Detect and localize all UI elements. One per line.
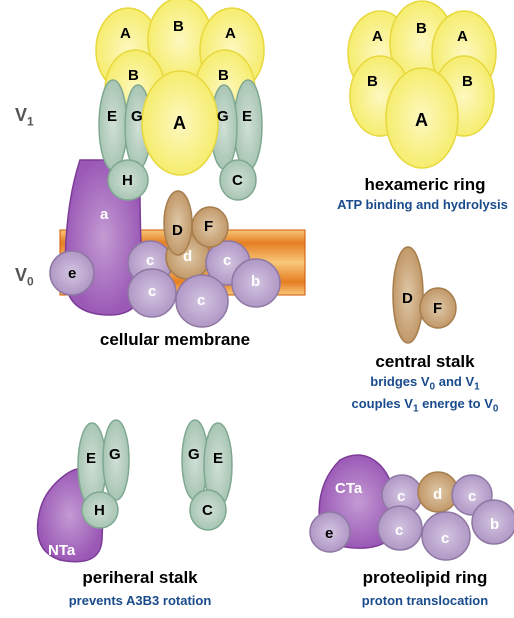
- hexring-title: hexameric ring: [340, 175, 510, 195]
- m-G-l: G: [131, 108, 143, 125]
- m-G-r: G: [217, 108, 229, 125]
- pr-b: b: [490, 516, 499, 533]
- pr-d: d: [433, 486, 442, 503]
- m-b: b: [251, 273, 260, 290]
- h-A-tl: A: [372, 28, 383, 45]
- m-D: D: [172, 222, 183, 239]
- m-F: F: [204, 218, 213, 235]
- h-B-mr: B: [462, 73, 473, 90]
- central-stalk: [360, 240, 480, 360]
- central-title: central stalk: [350, 352, 500, 372]
- m-A-tr: A: [225, 25, 236, 42]
- m-E-l: E: [107, 108, 117, 125]
- v0-label: V0: [15, 265, 34, 289]
- cs-D: D: [402, 290, 413, 307]
- m-c2: c: [223, 252, 231, 269]
- main-complex: [10, 5, 310, 355]
- peripheral-title: periheral stalk: [60, 568, 220, 588]
- m-C: C: [232, 172, 243, 189]
- proteolipid-ring: [300, 440, 510, 580]
- proteolipid-caption: proton translocation: [340, 593, 510, 608]
- m-d: d: [183, 248, 192, 265]
- cs-F: F: [433, 300, 442, 317]
- p-G-l: G: [109, 446, 121, 463]
- m-B-mr: B: [218, 67, 229, 84]
- m-e: e: [68, 265, 76, 282]
- m-c4: c: [197, 292, 205, 309]
- m-a: a: [100, 206, 108, 223]
- main-title: cellular membrane: [85, 330, 265, 350]
- h-B-ml: B: [367, 73, 378, 90]
- central-caption2: couples V1 energe to V0: [330, 396, 514, 415]
- m-A-tl: A: [120, 25, 131, 42]
- peripheral-caption: prevents A3B3 rotation: [45, 593, 235, 608]
- m-c1: c: [146, 252, 154, 269]
- m-B-top: B: [173, 18, 184, 35]
- hexring-caption: ATP binding and hydrolysis: [330, 197, 514, 212]
- pr-c1: c: [397, 488, 405, 505]
- m-A-c: A: [173, 113, 186, 134]
- m-H: H: [122, 172, 133, 189]
- p-G-r: G: [188, 446, 200, 463]
- p-H: H: [94, 502, 105, 519]
- pr-c2: c: [468, 488, 476, 505]
- proteolipid-title: proteolipid ring: [340, 568, 510, 588]
- h-B-top: B: [416, 20, 427, 37]
- m-E-r: E: [242, 108, 252, 125]
- pr-c4: c: [441, 530, 449, 547]
- pr-e: e: [325, 525, 333, 542]
- p-NTa: NTa: [48, 542, 75, 559]
- p-C: C: [202, 502, 213, 519]
- p-E-r: E: [213, 450, 223, 467]
- h-A-c: A: [415, 110, 428, 131]
- pr-CTa: CTa: [335, 480, 362, 497]
- h-A-tr: A: [457, 28, 468, 45]
- pr-c3: c: [395, 522, 403, 539]
- central-caption1: bridges V0 and V1: [345, 374, 505, 393]
- m-c3: c: [148, 283, 156, 300]
- v1-label: V1: [15, 105, 34, 129]
- m-B-ml: B: [128, 67, 139, 84]
- p-E-l: E: [86, 450, 96, 467]
